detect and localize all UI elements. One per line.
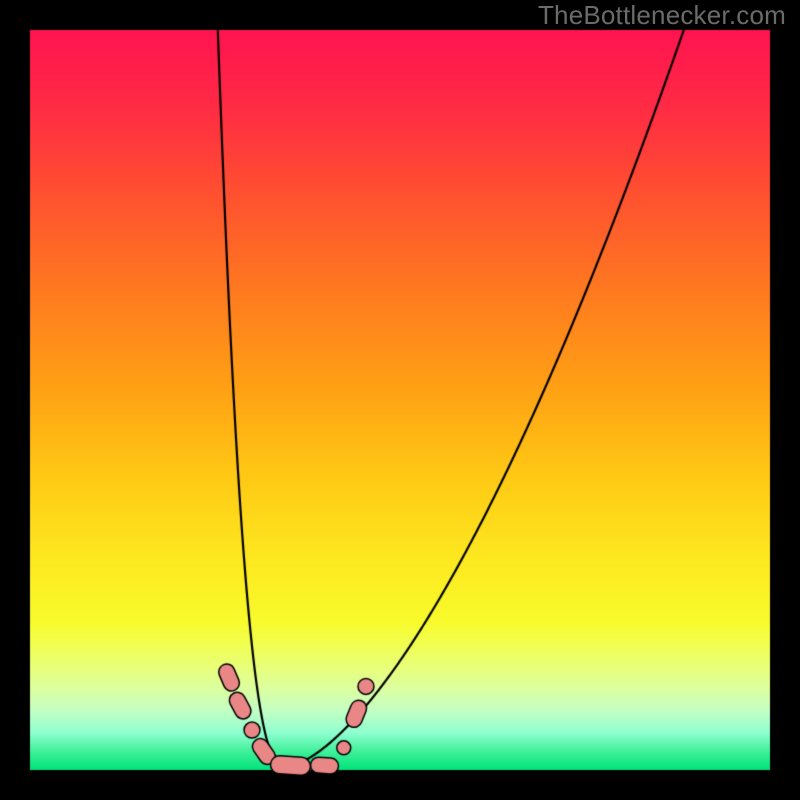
data-markers — [0, 0, 800, 800]
chart-root: TheBottlenecker.com — [0, 0, 800, 800]
